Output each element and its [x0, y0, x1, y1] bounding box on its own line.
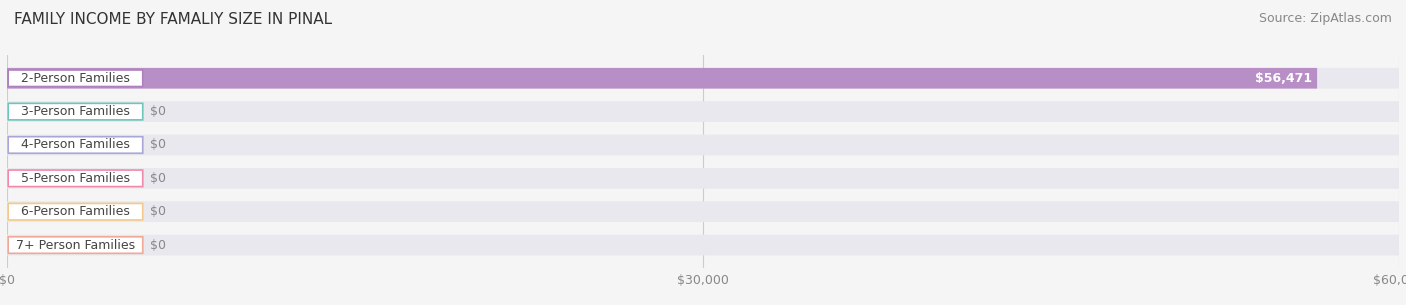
FancyBboxPatch shape [7, 168, 1399, 189]
FancyBboxPatch shape [7, 135, 1399, 155]
Text: $0: $0 [149, 172, 166, 185]
Text: $0: $0 [149, 205, 166, 218]
FancyBboxPatch shape [8, 137, 143, 153]
FancyBboxPatch shape [7, 235, 1399, 255]
FancyBboxPatch shape [7, 201, 1399, 222]
Text: 6-Person Families: 6-Person Families [21, 205, 129, 218]
Text: $0: $0 [149, 105, 166, 118]
FancyBboxPatch shape [8, 170, 143, 187]
Text: FAMILY INCOME BY FAMALIY SIZE IN PINAL: FAMILY INCOME BY FAMALIY SIZE IN PINAL [14, 12, 332, 27]
FancyBboxPatch shape [8, 103, 143, 120]
FancyBboxPatch shape [8, 70, 143, 87]
Text: $0: $0 [149, 239, 166, 252]
FancyBboxPatch shape [7, 68, 1317, 88]
FancyBboxPatch shape [7, 101, 1399, 122]
FancyBboxPatch shape [7, 68, 1399, 88]
Text: $0: $0 [149, 138, 166, 152]
Text: 4-Person Families: 4-Person Families [21, 138, 129, 152]
Text: 5-Person Families: 5-Person Families [21, 172, 129, 185]
Text: 7+ Person Families: 7+ Person Families [15, 239, 135, 252]
Text: $56,471: $56,471 [1256, 72, 1312, 85]
Text: 3-Person Families: 3-Person Families [21, 105, 129, 118]
Text: 2-Person Families: 2-Person Families [21, 72, 129, 85]
Text: Source: ZipAtlas.com: Source: ZipAtlas.com [1258, 12, 1392, 25]
FancyBboxPatch shape [8, 203, 143, 220]
FancyBboxPatch shape [8, 237, 143, 253]
